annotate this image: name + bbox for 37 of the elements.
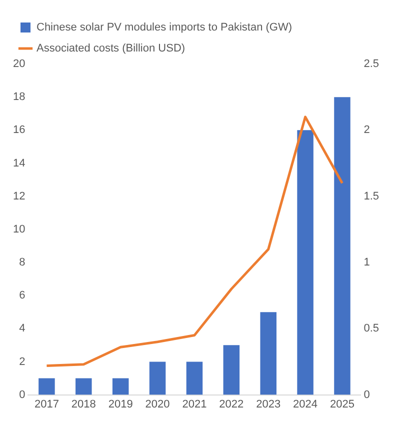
- y-tick-label: 16: [12, 124, 26, 136]
- x-tick-label: 2022: [219, 398, 244, 410]
- y-tick-label: 8: [19, 256, 26, 269]
- bar: [186, 362, 203, 395]
- x-tick-label: 2021: [182, 398, 207, 410]
- y-tick-label: 14: [12, 157, 26, 170]
- bar: [223, 345, 240, 395]
- y-tick-label: 4: [19, 322, 26, 335]
- bar: [38, 378, 55, 395]
- y2-tick-label: 1: [364, 256, 370, 269]
- y-tick-label: 18: [12, 91, 26, 104]
- bar: [297, 130, 314, 395]
- y2-tick-label: 2.5: [364, 58, 380, 70]
- legend-label: Associated costs (Billion USD): [36, 42, 186, 55]
- legend-label: Chinese solar PV modules imports to Pakistan (GW): [36, 22, 292, 34]
- y2-tick-label: 0.5: [364, 322, 380, 335]
- bar: [76, 378, 92, 395]
- y2-tick-label: 2: [364, 124, 370, 136]
- bar: [149, 362, 166, 395]
- y-tick-label: 6: [19, 290, 26, 302]
- x-tick-label: 2017: [34, 398, 59, 410]
- y2-tick-label: 0: [364, 388, 370, 401]
- bar: [260, 312, 276, 395]
- y-tick-label: 10: [12, 223, 26, 236]
- x-tick-label: 2020: [145, 398, 170, 410]
- y-tick-label: 12: [12, 190, 26, 202]
- y-tick-label: 0: [19, 388, 26, 401]
- x-tick-label: 2024: [293, 398, 318, 410]
- x-tick-label: 2025: [330, 398, 354, 410]
- y-tick-label: 2: [19, 356, 26, 368]
- bar: [334, 97, 350, 395]
- x-tick-label: 2023: [256, 398, 281, 410]
- y2-tick-label: 1.5: [364, 190, 380, 202]
- y-tick-label: 20: [12, 58, 26, 70]
- bar: [112, 378, 129, 395]
- x-tick-label: 2018: [71, 398, 96, 410]
- x-tick-label: 2019: [108, 398, 133, 410]
